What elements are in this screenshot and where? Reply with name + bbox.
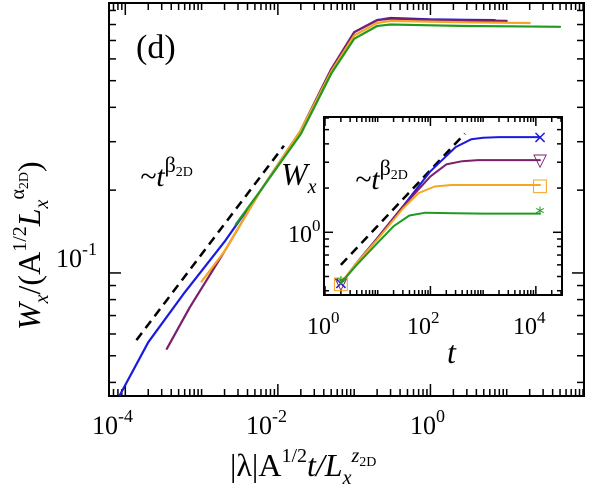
- main-guide-label-base: ~t: [140, 160, 165, 193]
- main-axis-ticks: [110, 4, 584, 395]
- guide-dashed-line: [135, 144, 285, 341]
- main-guide-label: ~tβ2D: [140, 152, 193, 193]
- main-x-tick-labels: 10-4 10-2 100: [92, 406, 445, 440]
- main-x-tick-label: 100: [410, 406, 445, 440]
- inset-x-tick-label: 102: [407, 308, 440, 340]
- series-line-4: [234, 23, 562, 226]
- main-guide-label-supsub: 2D: [176, 165, 193, 180]
- inset-guide-line: [339, 132, 466, 266]
- guide-dashed-line: [339, 132, 466, 266]
- main-guide-line: [135, 144, 285, 341]
- main-y-axis-label: Wx/(A1/2Lxα2D): [7, 161, 53, 330]
- inset-axis-ticks: [324, 117, 562, 294]
- series-line-4: [339, 211, 541, 285]
- series-end-marker: *: [536, 204, 545, 225]
- inset-x-tick-label: 100: [307, 308, 340, 340]
- series-line-3: [339, 184, 541, 285]
- inset-plot: ××▽▽□□** ~tβ2D Wx 100 100 102 104 t: [281, 116, 563, 370]
- main-guide-label-sup: β: [165, 152, 176, 177]
- series-end-marker: ×: [532, 127, 547, 148]
- main-x-axis-label: |λ|A1/2t/Lxz2D: [230, 445, 376, 489]
- inset-y-axis-label: Wx: [281, 156, 317, 198]
- main-x-tick-label: 10-4: [92, 406, 133, 440]
- panel-label: (d): [136, 29, 176, 66]
- main-x-tick-label: 10-2: [246, 406, 287, 440]
- inset-plot-frame: [323, 116, 563, 296]
- main-series-group: [118, 16, 562, 397]
- series-end-marker: □: [532, 175, 549, 196]
- inset-series-group: ××▽▽□□**: [332, 127, 548, 294]
- inset-y-tick-label: 100: [288, 216, 321, 248]
- inset-x-axis-label: t: [447, 334, 457, 370]
- series-start-marker: *: [336, 273, 345, 294]
- series-line-3: [200, 19, 531, 283]
- series-end-marker: ▽: [533, 150, 547, 171]
- main-y-tick-label: 10-1: [56, 239, 97, 273]
- inset-guide-label: ~tβ2D: [355, 155, 408, 196]
- inset-x-tick-label: 104: [513, 308, 546, 340]
